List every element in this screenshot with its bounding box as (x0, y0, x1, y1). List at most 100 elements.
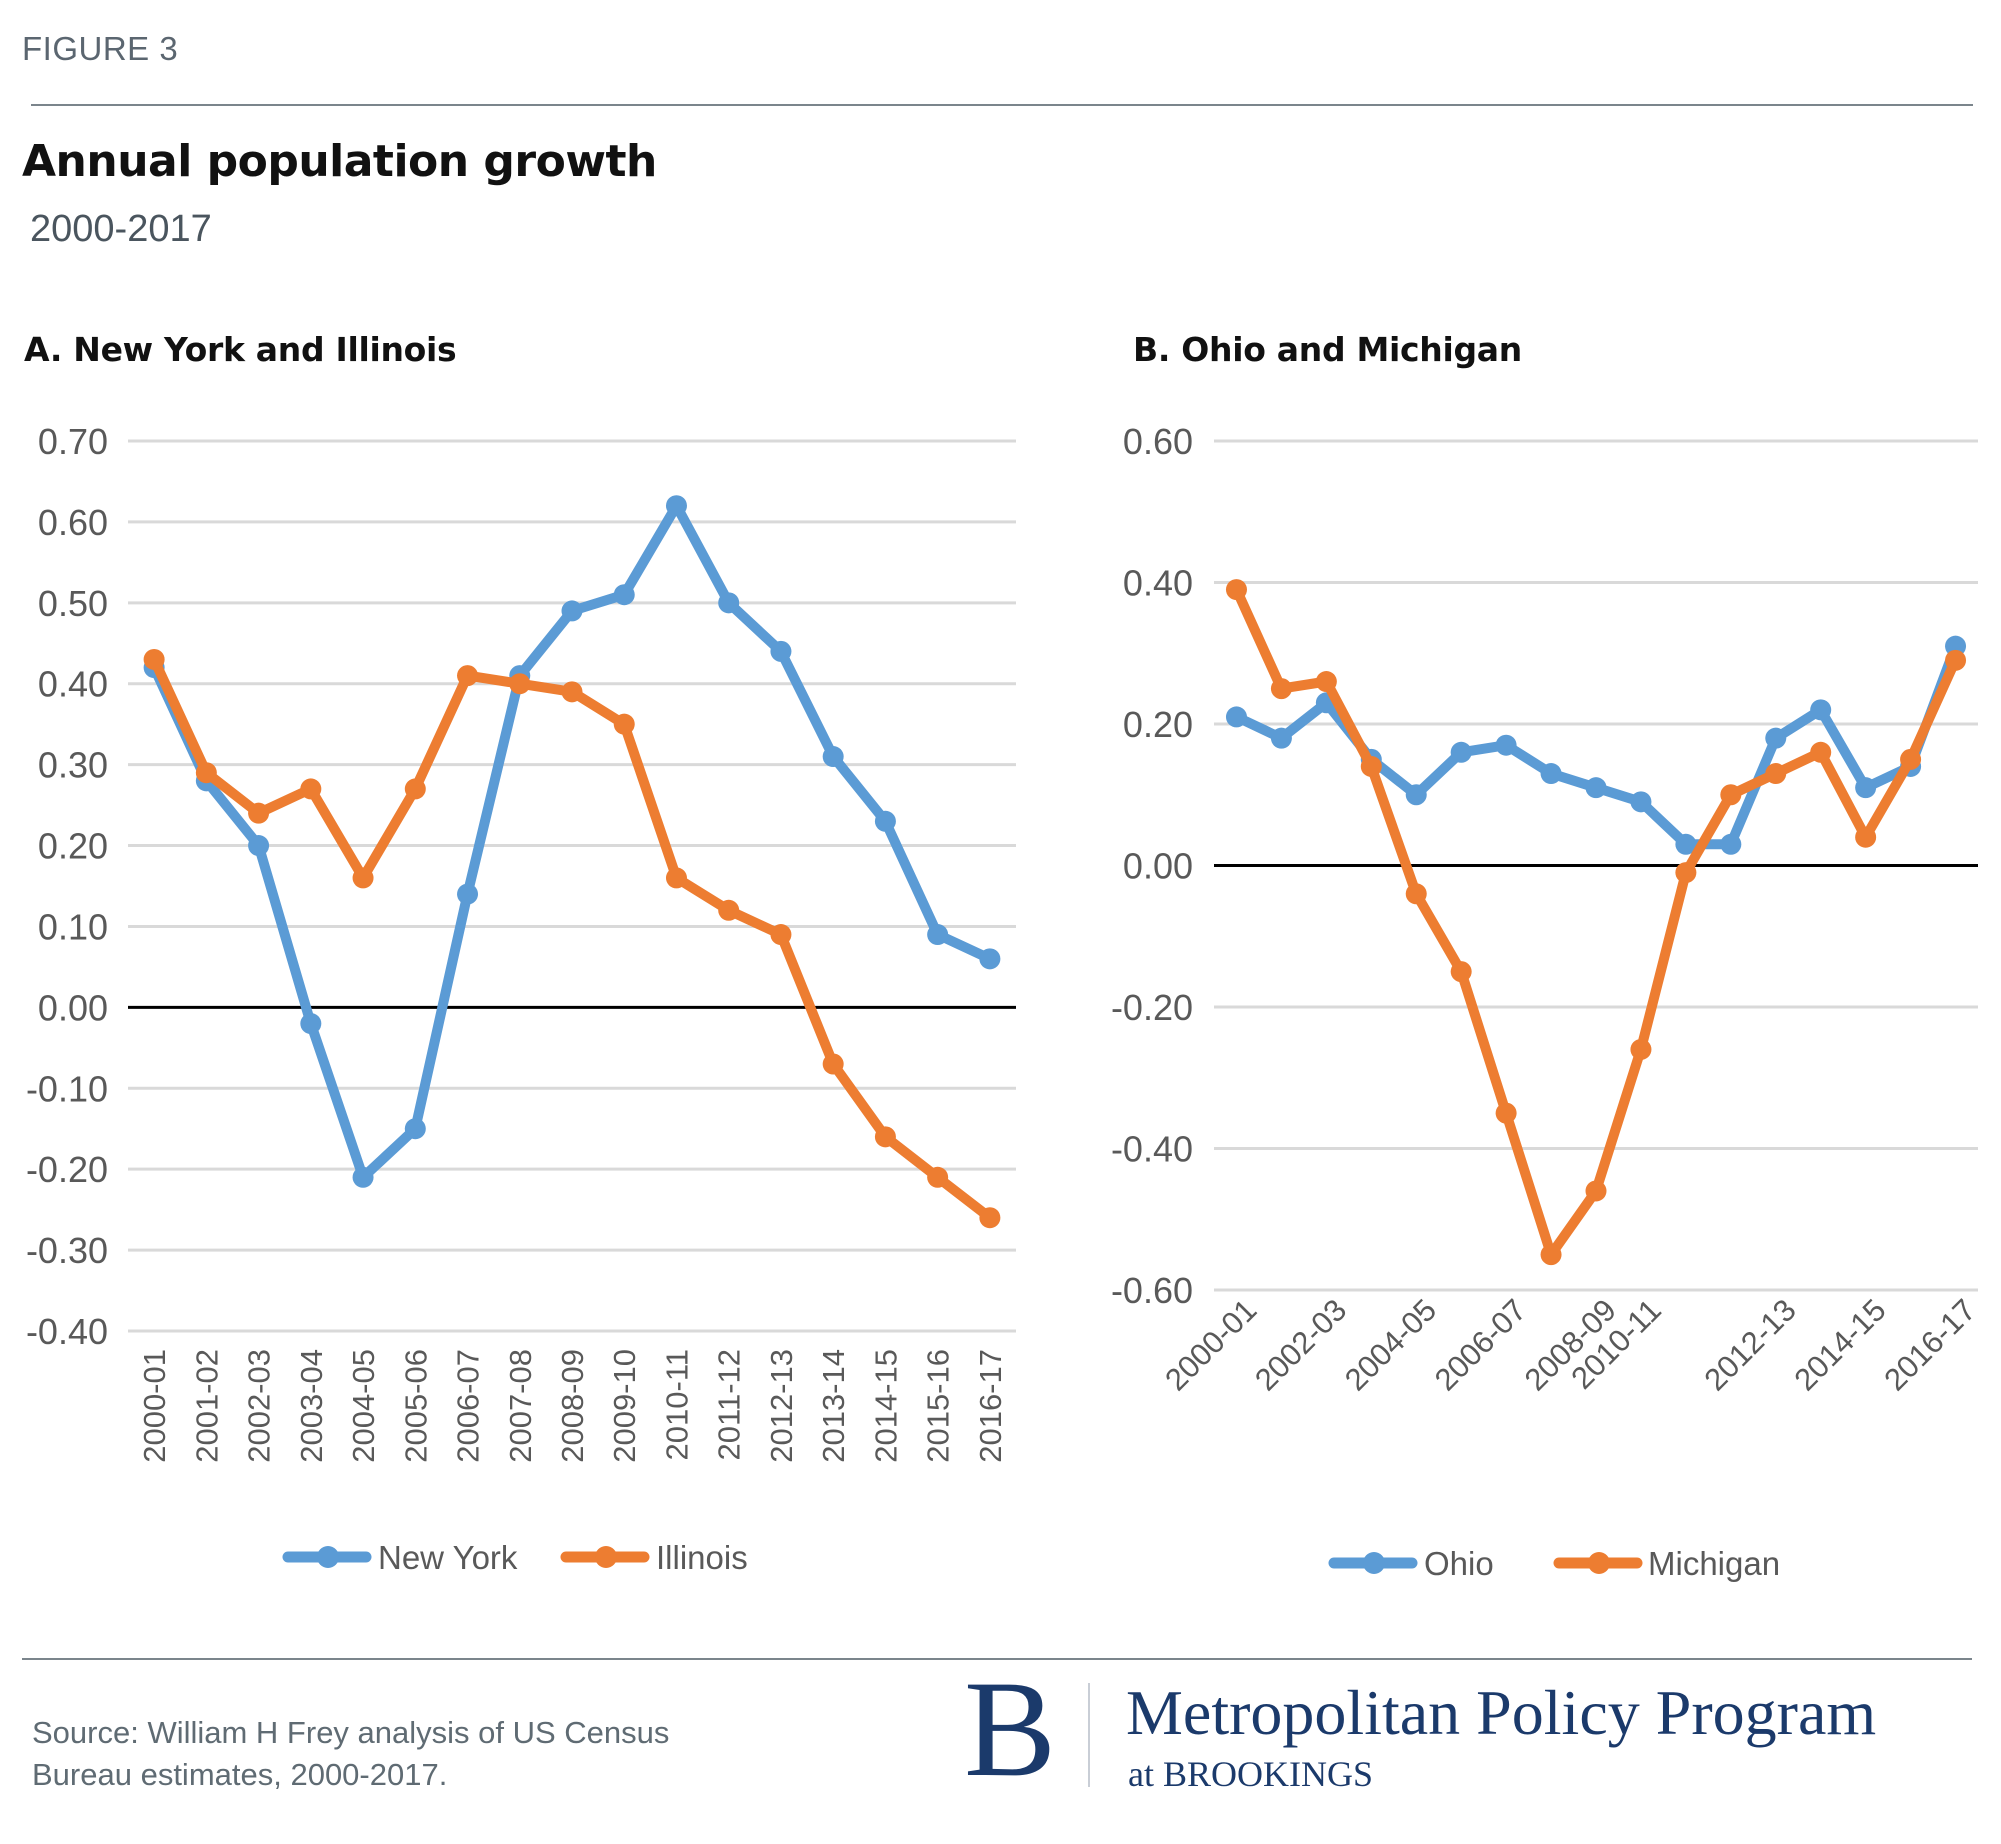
data-point-michigan (1585, 1180, 1607, 1202)
x-tick-label: 2004-05 (1338, 1292, 1443, 1397)
data-point-new-york (352, 1166, 374, 1188)
x-tick-label: 2011-12 (712, 1349, 747, 1460)
series-line-ohio (1231, 641, 1961, 850)
data-point-new-york (300, 1013, 322, 1035)
data-point-michigan (1495, 1102, 1517, 1124)
chart-title: Annual population growth (22, 136, 657, 187)
y-tick-label: -0.40 (1111, 1129, 1193, 1170)
data-point-michigan (1360, 755, 1382, 777)
x-tick-label: 2002-03 (242, 1349, 277, 1463)
x-tick-label: 2016-17 (973, 1349, 1008, 1463)
footer-divider (22, 1658, 1972, 1660)
y-tick-label: 0.60 (38, 502, 108, 543)
data-point-ohio (1225, 706, 1247, 728)
x-tick-label: 2000-01 (137, 1349, 172, 1463)
data-point-michigan (1855, 826, 1877, 848)
data-point-illinois (300, 778, 322, 800)
y-tick-label: -0.30 (26, 1230, 108, 1271)
y-tick-label: 0.30 (38, 745, 108, 786)
legend-marker-icon (595, 1546, 617, 1568)
x-tick-label: 2010-11 (659, 1349, 694, 1460)
data-point-michigan (1270, 678, 1292, 700)
legend-label: Illinois (656, 1539, 748, 1576)
data-point-illinois (718, 899, 740, 921)
data-point-michigan (1945, 649, 1967, 671)
data-point-michigan (1450, 961, 1472, 983)
data-point-michigan (1765, 763, 1787, 785)
y-tick-label: 0.00 (1123, 846, 1193, 887)
data-point-ohio (1450, 741, 1472, 763)
data-point-michigan (1810, 741, 1832, 763)
data-point-illinois (143, 648, 165, 670)
data-point-michigan (1540, 1244, 1562, 1266)
data-point-new-york (822, 746, 844, 768)
data-point-new-york (613, 584, 635, 606)
y-tick-label: 0.40 (1123, 563, 1193, 604)
source-line-1: Source: William H Frey analysis of US Ce… (32, 1715, 670, 1750)
data-point-ohio (1540, 763, 1562, 785)
data-point-illinois (979, 1207, 1001, 1229)
data-point-ohio (1675, 833, 1697, 855)
data-point-michigan (1405, 883, 1427, 905)
legend-marker-icon (317, 1546, 339, 1568)
data-point-new-york (770, 640, 792, 662)
data-point-illinois (665, 867, 687, 889)
x-tick-label: 2016-17 (1877, 1292, 1982, 1397)
x-tick-label: 2007-08 (503, 1349, 538, 1463)
y-tick-label: 0.60 (1123, 421, 1193, 462)
legend-marker-icon (1588, 1552, 1610, 1574)
logo-program-name: Metropolitan Policy Program (1126, 1677, 1877, 1748)
x-tick-label: 2002-03 (1248, 1292, 1353, 1397)
data-point-new-york (404, 1118, 426, 1140)
header-divider (31, 104, 1973, 106)
x-tick-label: 2015-16 (921, 1349, 956, 1463)
data-point-new-york (248, 835, 270, 857)
source-note: Source: William H Frey analysis of US Ce… (32, 1712, 832, 1796)
data-point-illinois (248, 802, 270, 824)
x-tick-label: 2014-15 (1787, 1292, 1892, 1397)
data-point-new-york (561, 600, 583, 622)
data-point-ohio (1810, 699, 1832, 721)
x-tick-label: 2003-04 (294, 1349, 329, 1463)
data-point-illinois (509, 673, 531, 695)
figure-label: FIGURE 3 (22, 30, 179, 67)
y-tick-label: -0.20 (1111, 987, 1193, 1028)
chart-subtitle: 2000-2017 (30, 208, 212, 250)
data-point-illinois (613, 713, 635, 735)
series-line-michigan (1231, 584, 1961, 1260)
panel-a-chart: 0.70 0.60 0.50 0.40 0.30 0.20 0.10 0.00 -0.10 -0.… (26, 421, 1016, 1576)
legend-label: New York (378, 1539, 518, 1576)
legend-label: Ohio (1424, 1545, 1494, 1582)
data-point-ohio (1630, 791, 1652, 813)
x-tick-label: 2005-06 (398, 1349, 433, 1463)
data-point-ohio (1495, 734, 1517, 756)
data-point-ohio (1765, 727, 1787, 749)
data-point-illinois (822, 1053, 844, 1075)
data-point-ohio (1585, 777, 1607, 799)
y-tick-label: -0.10 (26, 1068, 108, 1109)
data-point-illinois (874, 1126, 896, 1148)
data-point-ohio (1720, 833, 1742, 855)
y-tick-label: 0.10 (38, 906, 108, 947)
x-tick-label: 2008-09 (555, 1349, 590, 1463)
data-point-ohio (1855, 777, 1877, 799)
data-point-michigan (1900, 748, 1922, 770)
data-point-illinois (457, 665, 479, 687)
data-point-michigan (1720, 784, 1742, 806)
y-tick-label: 0.20 (38, 826, 108, 867)
data-point-illinois (927, 1166, 949, 1188)
source-line-2: Bureau estimates, 2000-2017. (32, 1757, 448, 1792)
data-point-ohio (1405, 784, 1427, 806)
logo-brookings: at BROOKINGS (1128, 1754, 1374, 1794)
x-tick-label: 2009-10 (607, 1349, 642, 1463)
data-point-illinois (770, 924, 792, 946)
data-point-new-york (718, 592, 740, 614)
data-point-ohio (1270, 727, 1292, 749)
y-tick-label: -0.40 (26, 1311, 108, 1352)
y-tick-label: 0.00 (38, 987, 108, 1028)
y-tick-label: 0.40 (38, 664, 108, 705)
x-tick-label: 2014-15 (868, 1349, 903, 1463)
data-point-new-york (457, 883, 479, 905)
data-point-illinois (404, 778, 426, 800)
